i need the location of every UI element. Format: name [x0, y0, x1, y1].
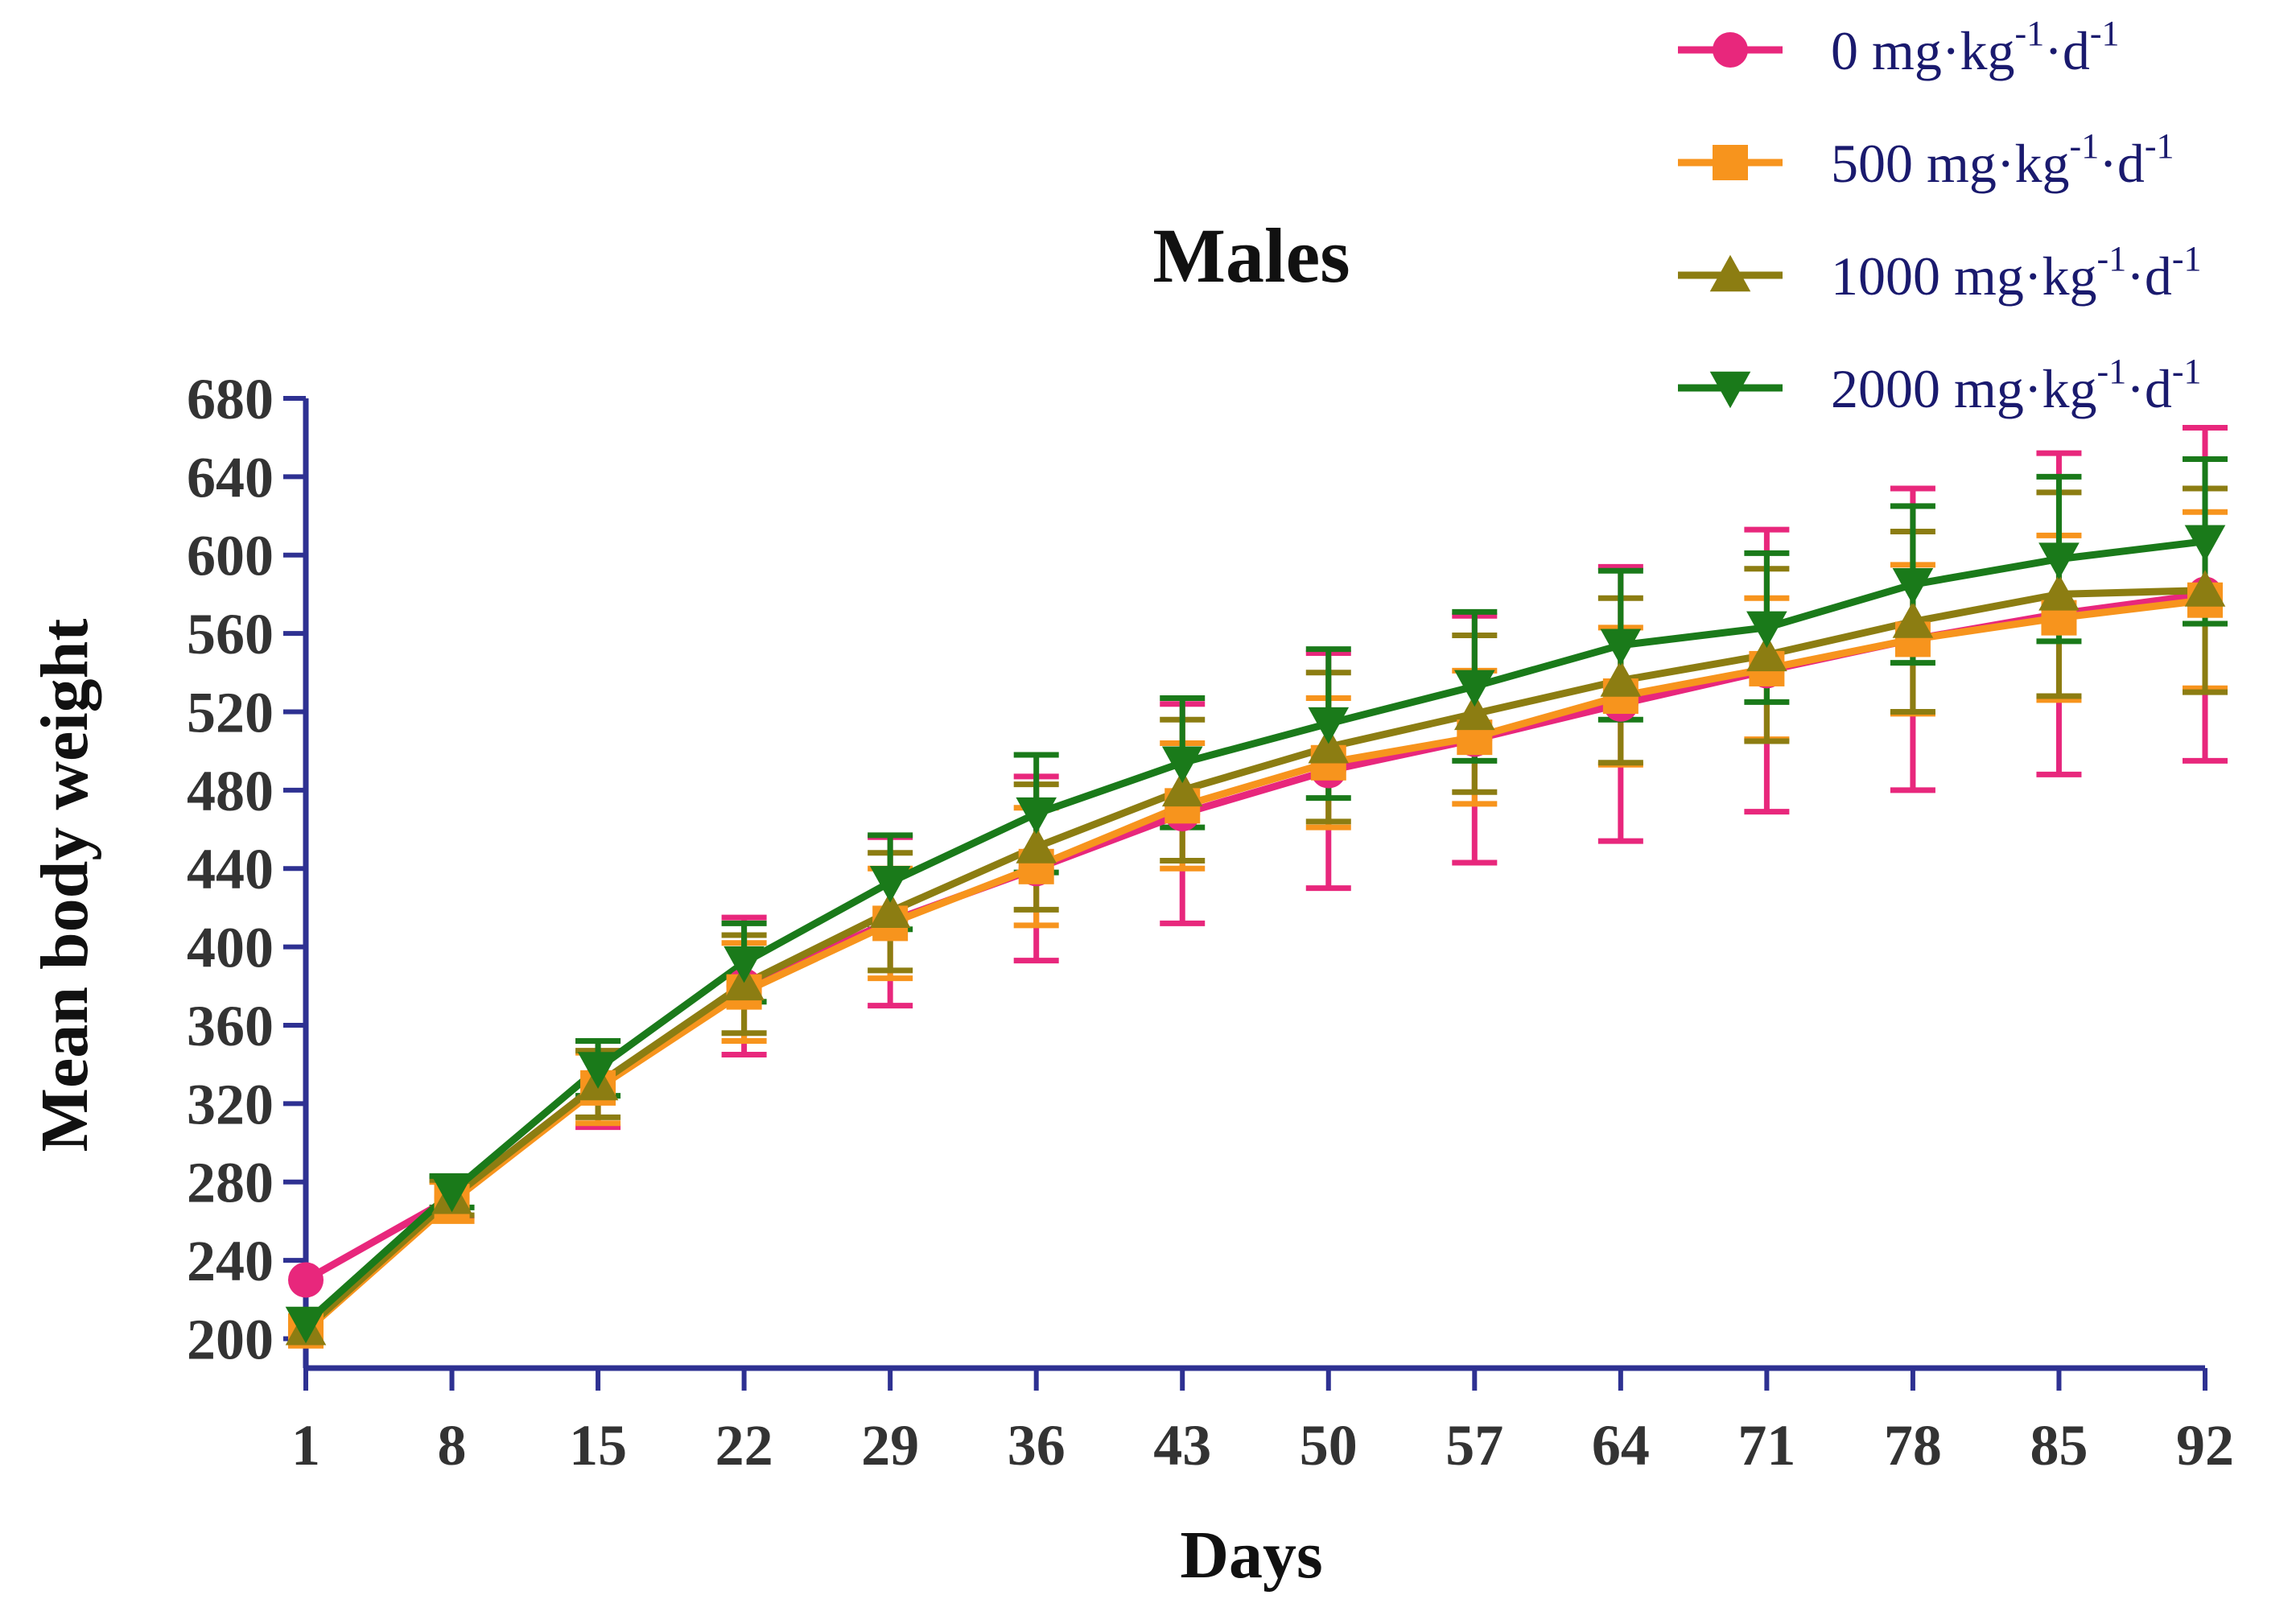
data-point [431, 1175, 472, 1213]
data-point [2038, 542, 2080, 579]
x-tick-label: 85 [2030, 1413, 2088, 1478]
legend-label: 2000 mg·kg-1·d-1 [1831, 352, 2202, 419]
data-point [2038, 574, 2080, 611]
legend-label: 500 mg·kg-1·d-1 [1831, 126, 2174, 194]
y-tick-label: 360 [187, 994, 274, 1058]
y-tick-label: 400 [187, 916, 274, 980]
data-point [1746, 634, 1787, 672]
series-line [303, 587, 2206, 1332]
data-point [1454, 670, 1495, 707]
legend-label: 0 mg·kg-1·d-1 [1831, 14, 2120, 81]
y-tick-label: 280 [187, 1151, 274, 1215]
legend-marker [1713, 145, 1748, 180]
series-line [303, 596, 2206, 1334]
legend-label: 1000 mg·kg-1·d-1 [1831, 239, 2202, 307]
x-tick-label: 1 [291, 1413, 320, 1478]
x-tick-label: 78 [1884, 1413, 1942, 1478]
series-markers [285, 525, 2226, 1349]
data-point [1308, 707, 1350, 744]
x-tick-label: 22 [715, 1413, 773, 1478]
legend-item: 2000 mg·kg-1·d-1 [1678, 352, 2202, 419]
x-tick-label: 64 [1592, 1413, 1650, 1478]
error-bars [429, 425, 2228, 1224]
data-point [1161, 746, 1203, 784]
x-tick-label: 36 [1008, 1413, 1066, 1478]
series-line [303, 538, 2206, 1326]
data-point [869, 866, 911, 903]
data-point [1600, 629, 1642, 666]
legend-marker [1713, 32, 1748, 68]
y-tick-label: 320 [187, 1072, 274, 1136]
data-point [723, 946, 765, 983]
x-tick-label: 29 [861, 1413, 919, 1478]
legend-marker [1709, 371, 1751, 409]
legend-marker [1709, 254, 1751, 292]
y-tick-label: 480 [187, 759, 274, 823]
data-point [2184, 570, 2226, 607]
data-point [1454, 693, 1495, 731]
data-point [1746, 611, 1787, 649]
data-point [1161, 769, 1203, 807]
data-point [285, 1306, 327, 1344]
legend-item: 500 mg·kg-1·d-1 [1678, 126, 2174, 194]
legend-item: 1000 mg·kg-1·d-1 [1678, 239, 2202, 307]
series-lines [303, 538, 2206, 1334]
data-point [2184, 525, 2226, 563]
axes: 200 240 280 320 360 400 440 480 520 560 600 640 680 1… [187, 367, 2234, 1478]
data-point [288, 1262, 324, 1298]
data-point [1892, 601, 1934, 638]
data-point [1600, 660, 1642, 697]
data-point [1892, 568, 1934, 605]
series-line [303, 590, 2206, 1284]
y-tick-label: 600 [187, 524, 274, 588]
data-point [1016, 826, 1057, 864]
x-tick-label: 50 [1300, 1413, 1358, 1478]
x-tick-label: 8 [438, 1413, 467, 1478]
data-point [1308, 727, 1350, 764]
x-tick-label: 71 [1737, 1413, 1795, 1478]
y-tick-label: 440 [187, 837, 274, 901]
x-tick-label: 15 [569, 1413, 627, 1478]
data-point [869, 891, 911, 929]
y-tick-label: 560 [187, 602, 274, 666]
y-tick-label: 200 [187, 1307, 274, 1371]
y-tick-label: 640 [187, 445, 274, 509]
x-tick-label: 57 [1445, 1413, 1503, 1478]
x-axis-label: Days [1180, 1518, 1322, 1593]
y-tick-label: 680 [187, 367, 274, 431]
x-tick-label: 43 [1153, 1413, 1211, 1478]
chart-title: Males [1152, 212, 1350, 299]
y-tick-label: 240 [187, 1229, 274, 1293]
x-tick-label: 92 [2176, 1413, 2234, 1478]
legend: 0 mg·kg-1·d-1 500 mg·kg-1·d-1 1000 mg·kg-1… [1678, 14, 2202, 419]
data-point [1016, 797, 1057, 835]
data-point [577, 1052, 619, 1089]
legend-item: 0 mg·kg-1·d-1 [1678, 14, 2120, 81]
y-tick-label: 520 [187, 680, 274, 744]
y-axis-label: Mean body weight [27, 619, 102, 1152]
